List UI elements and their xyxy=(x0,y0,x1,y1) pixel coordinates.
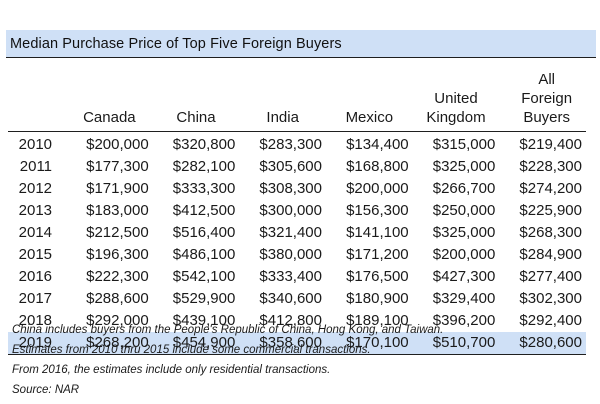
price-cell: $277,400 xyxy=(519,268,582,285)
footnotes: China includes buyers from the People's … xyxy=(12,320,592,400)
price-cell: $225,900 xyxy=(519,202,582,219)
header-year-blank xyxy=(8,70,67,132)
header-row: Canada China India Mexico United Kingdom… xyxy=(8,70,586,132)
price-cell: $292,400 xyxy=(519,312,582,329)
table-body: 2010 $200,000 $320,800 $283,300 $134,400 $315… xyxy=(8,132,586,355)
price-cell: $305,600 xyxy=(259,158,322,175)
table-title: Median Purchase Price of Top Five Foreig… xyxy=(10,36,342,52)
price-cell: $274,200 xyxy=(519,180,582,197)
price-cell: $170,100 xyxy=(326,332,413,355)
table-row: 2015 $196,300 $486,100 $380,000 $171,200 $200… xyxy=(8,244,586,266)
price-cell: $315,000 xyxy=(432,136,496,153)
price-cell: $412,500 xyxy=(172,202,236,219)
price-cell: $288,600 xyxy=(86,290,149,307)
price-cell: $268,300 xyxy=(519,224,582,241)
price-cell: $183,000 xyxy=(86,202,149,219)
price-cell: $282,100 xyxy=(172,158,236,175)
price-cell: $177,300 xyxy=(86,158,149,175)
price-cell: $412,800 xyxy=(259,312,322,329)
price-cell: $222,300 xyxy=(86,268,149,285)
price-cell: $516,400 xyxy=(172,224,236,241)
table-row: 2017 $288,600 $529,900 $340,600 $180,900 $329… xyxy=(8,288,586,310)
table-row: 2014 $212,500 $516,400 $321,400 $141,100 $325… xyxy=(8,222,586,244)
price-cell: $321,400 xyxy=(259,224,322,241)
price-cell: $380,000 xyxy=(259,246,322,263)
price-cell: $333,300 xyxy=(172,180,236,197)
price-cell: $510,700 xyxy=(412,332,500,355)
price-cell: $176,500 xyxy=(346,268,409,285)
footnote: China includes buyers from the People's … xyxy=(12,324,444,336)
column-header: United Kingdom xyxy=(412,70,500,132)
price-cell: $292,000 xyxy=(86,312,149,329)
price-cell: $156,300 xyxy=(346,202,409,219)
price-cell: $171,200 xyxy=(346,246,409,263)
price-cell: $171,900 xyxy=(86,180,149,197)
price-cell: $325,000 xyxy=(432,224,496,241)
table-row-highlighted: 2019 $268,200 $454,900 $358,600 $170,100 $510… xyxy=(8,332,586,355)
column-header: Mexico xyxy=(326,70,413,132)
price-cell: $196,300 xyxy=(86,246,149,263)
table-row: 2012 $171,900 $333,300 $308,300 $200,000 $266… xyxy=(8,178,586,200)
price-cell: $439,100 xyxy=(172,312,236,329)
price-cell: $454,900 xyxy=(152,332,240,355)
column-header: India xyxy=(239,70,326,132)
table-row: 2013 $183,000 $412,500 $300,000 $156,300 $250… xyxy=(8,200,586,222)
price-cell: $542,100 xyxy=(172,268,236,285)
price-cell: $219,400 xyxy=(519,136,582,153)
source-note: Source: NAR xyxy=(12,384,80,396)
price-cell: $268,200 xyxy=(66,332,153,355)
price-cell: $486,100 xyxy=(172,246,236,263)
column-header: Canada xyxy=(66,70,153,132)
price-cell: $320,800 xyxy=(172,136,236,153)
price-cell: $333,400 xyxy=(259,268,322,285)
price-cell: $308,300 xyxy=(259,180,322,197)
price-cell: $200,000 xyxy=(432,246,496,263)
price-cell: $250,000 xyxy=(432,202,496,219)
price-cell: $302,300 xyxy=(519,290,582,307)
title-bar: Median Purchase Price of Top Five Foreig… xyxy=(6,30,596,58)
table-row: 2011 $177,300 $282,100 $305,600 $168,800 $325… xyxy=(8,156,586,178)
column-header: China xyxy=(152,70,240,132)
year-cell: 2014 xyxy=(18,224,53,241)
year-cell: 2016 xyxy=(18,268,53,285)
price-cell: $300,000 xyxy=(259,202,322,219)
price-cell: $329,400 xyxy=(432,290,496,307)
year-cell: 2010 xyxy=(18,136,53,153)
price-cell: $529,900 xyxy=(172,290,236,307)
price-cell: $396,200 xyxy=(432,312,496,329)
price-cell: $228,300 xyxy=(519,158,582,175)
price-cell: $427,300 xyxy=(432,268,496,285)
price-cell: $168,800 xyxy=(346,158,409,175)
table-row: 2010 $200,000 $320,800 $283,300 $134,400 $315… xyxy=(8,132,586,157)
column-header: All Foreign Buyers xyxy=(499,70,586,132)
price-cell: $189,100 xyxy=(346,312,409,329)
year-cell: 2015 xyxy=(18,246,53,263)
price-cell: $266,700 xyxy=(432,180,496,197)
price-table: Canada China India Mexico United Kingdom… xyxy=(8,70,586,355)
price-cell: $200,000 xyxy=(86,136,149,153)
price-cell: $283,300 xyxy=(259,136,322,153)
footnote: From 2016, the estimates include only re… xyxy=(12,364,331,376)
year-cell: 2011 xyxy=(19,158,53,175)
price-cell: $212,500 xyxy=(86,224,149,241)
year-cell: 2019 xyxy=(8,332,67,355)
footnote: Estimates from 2010 thru 2015 include so… xyxy=(12,344,371,356)
price-cell: $200,000 xyxy=(346,180,409,197)
price-cell: $280,600 xyxy=(499,332,586,355)
year-cell: 2017 xyxy=(18,290,53,307)
year-cell: 2012 xyxy=(18,180,53,197)
table-row: 2016 $222,300 $542,100 $333,400 $176,500 $427… xyxy=(8,266,586,288)
price-cell: $180,900 xyxy=(346,290,409,307)
year-cell: 2013 xyxy=(18,202,53,219)
price-cell: $134,400 xyxy=(346,136,409,153)
year-cell: 2018 xyxy=(18,312,53,329)
price-cell: $141,100 xyxy=(346,224,409,241)
price-cell: $340,600 xyxy=(259,290,322,307)
price-cell: $284,900 xyxy=(519,246,582,263)
price-cell: $358,600 xyxy=(239,332,326,355)
price-cell: $325,000 xyxy=(432,158,496,175)
table-row: 2018 $292,000 $439,100 $412,800 $189,100 $396… xyxy=(8,310,586,332)
